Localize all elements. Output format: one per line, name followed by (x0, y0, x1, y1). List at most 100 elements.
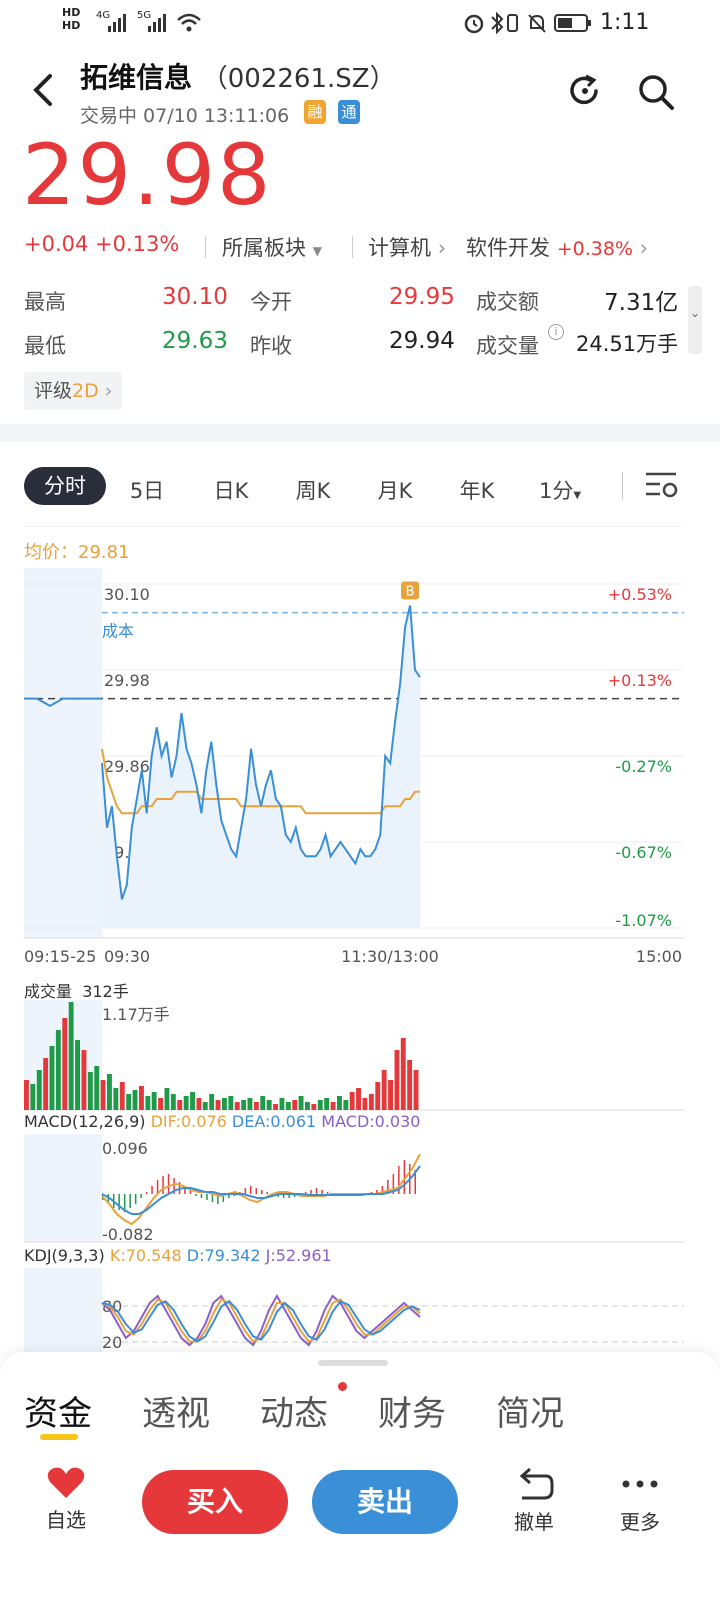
divider (622, 472, 623, 500)
hd-indicator: HD HD (62, 6, 81, 32)
volume-bar (407, 1060, 413, 1110)
more-label: 更多 (620, 1510, 660, 1534)
buy-marker-label: B (406, 585, 415, 600)
caret-down-icon: ▼ (573, 490, 582, 501)
active-tab-indicator (40, 1434, 78, 1440)
tab-daily-k[interactable]: 日K (213, 479, 249, 503)
volume-bar (362, 1098, 368, 1110)
macd-bar (156, 1180, 159, 1194)
volume-bar (158, 1098, 163, 1110)
sector-1-name: 计算机 (368, 236, 431, 260)
tab-5day[interactable]: 5日 (129, 479, 165, 503)
premarket-line (24, 697, 102, 707)
network-4g: 4G (96, 10, 111, 21)
macd-bar (315, 1188, 318, 1194)
volume-bar (222, 1098, 227, 1110)
heart-icon (47, 1467, 85, 1498)
volume-bar (43, 1058, 49, 1110)
tab-funds[interactable]: 资金 (24, 1394, 92, 1434)
sector-2-pct: +0.38% (556, 238, 633, 260)
tab-finance[interactable]: 财务 (378, 1394, 446, 1434)
volume-bar (215, 1100, 221, 1110)
macd-bar (381, 1186, 384, 1194)
chevron-right-icon: › (639, 236, 649, 260)
tab-news[interactable]: 动态 (260, 1394, 328, 1434)
open-label: 今开 (250, 290, 292, 314)
macd-bar (162, 1176, 164, 1194)
macd-bar (398, 1166, 400, 1194)
x-tick: 11:30/13:00 (341, 947, 439, 966)
kdj-d: D:79.342 (186, 1246, 261, 1265)
volume-bar (330, 1102, 336, 1110)
back-icon[interactable] (30, 72, 56, 108)
tab-yearly-k[interactable]: 年K (459, 479, 495, 503)
macd-bar (304, 1192, 307, 1194)
volume-label: 成交量 (476, 334, 539, 358)
tab-1min[interactable]: 1分▼ (530, 475, 590, 505)
sector-2-name: 软件开发 (466, 236, 550, 260)
trade-status: 交易中 07/10 13:11:06 (80, 105, 290, 127)
volume-bar (139, 1086, 144, 1110)
x-tick: 15:00 (636, 947, 682, 966)
tab-monthly-k[interactable]: 月K (377, 479, 413, 503)
buy-button[interactable]: 买入 (142, 1470, 288, 1534)
signal-icon-2 (148, 14, 166, 32)
volume-bar (209, 1094, 215, 1110)
premarket-area (24, 568, 102, 938)
refresh-icon[interactable] (566, 72, 604, 110)
sell-button[interactable]: 卖出 (312, 1470, 458, 1534)
mute-bell-icon (528, 14, 546, 33)
macd-bar (151, 1186, 153, 1194)
volume-bar (30, 1084, 36, 1110)
volume-bar (349, 1092, 355, 1110)
watchlist-button[interactable]: 自选 (34, 1466, 98, 1533)
rating-chip[interactable]: 评级2D › (24, 372, 123, 410)
macd-bar (392, 1174, 395, 1194)
tab-profile[interactable]: 简况 (496, 1394, 564, 1434)
cancel-order-button[interactable]: 撤单 (504, 1466, 564, 1535)
chart-settings-icon[interactable] (644, 470, 680, 500)
y-tick-right: -0.67% (615, 843, 672, 862)
drag-handle[interactable] (318, 1360, 388, 1366)
volume-bar (356, 1088, 361, 1110)
kdj-d-line (101, 1299, 421, 1343)
wifi-icon (177, 13, 201, 32)
sector-2-link[interactable]: 软件开发 +0.38% › (466, 232, 648, 262)
macd-bar (145, 1192, 148, 1194)
volume-bar (247, 1098, 253, 1110)
more-button[interactable]: 更多 (610, 1466, 670, 1535)
section-divider (0, 424, 720, 442)
volume-bar (55, 1030, 61, 1110)
macd-dif-line (101, 1153, 421, 1226)
macd-bar (189, 1190, 192, 1194)
macd-bar (184, 1186, 186, 1194)
divider (205, 236, 206, 258)
avg-price: 均价：29.81 (24, 538, 130, 564)
volume-bar (94, 1066, 100, 1110)
sector-selector[interactable]: 所属板块 ▼ (222, 232, 322, 262)
intraday-chart[interactable]: 成本30.1029.9829.8629.7429.62+0.53%+0.13%-… (0, 566, 720, 976)
volume-bar (260, 1096, 266, 1110)
tab-weekly-k[interactable]: 周K (295, 479, 331, 503)
avg-price-label: 均价： (24, 542, 78, 563)
search-icon[interactable] (636, 72, 676, 112)
signal-icon (108, 14, 126, 32)
more-icon (622, 1480, 658, 1488)
y-tick-right: +0.13% (608, 671, 672, 690)
kdj-k: K:70.548 (109, 1246, 182, 1265)
tab-intraday[interactable]: 分时 (24, 467, 106, 505)
expand-icon[interactable]: ⌄ (688, 286, 702, 354)
macd-bar (217, 1194, 219, 1204)
volume-chart: 1.17万手 (24, 1000, 684, 1111)
info-icon[interactable]: i (548, 324, 564, 340)
macd-bar (261, 1190, 263, 1194)
caret-down-icon: ▼ (312, 244, 322, 258)
tab-perspective[interactable]: 透视 (142, 1394, 210, 1434)
sector-1-link[interactable]: 计算机 › (368, 232, 446, 262)
macd-bar (244, 1188, 247, 1194)
macd-bar (277, 1194, 279, 1197)
macd-title: MACD(12,26,9) (24, 1112, 146, 1131)
connect-badge: 通 (338, 100, 360, 124)
macd-bar (206, 1194, 208, 1200)
buy-marker (401, 581, 420, 600)
